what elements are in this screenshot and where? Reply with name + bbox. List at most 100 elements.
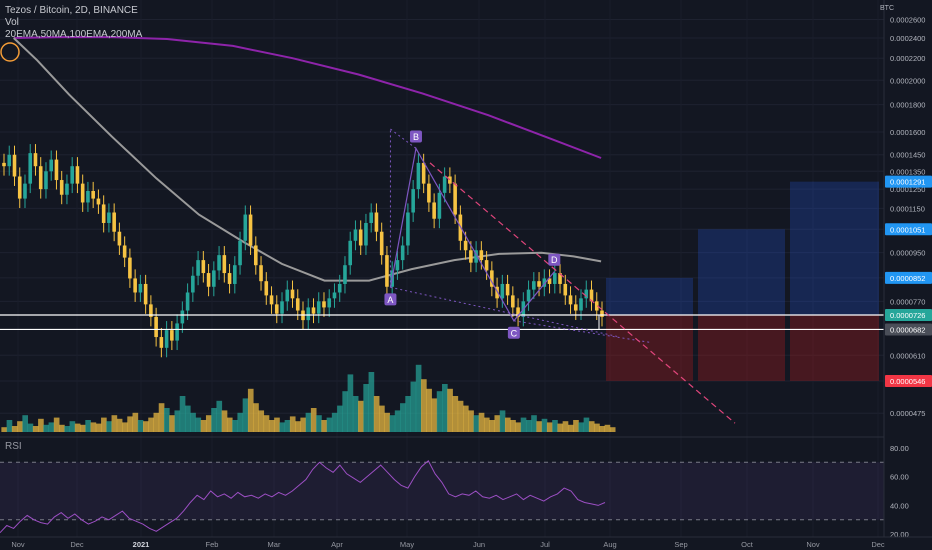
- volume-bar: [588, 421, 595, 432]
- volume-bar: [211, 408, 217, 432]
- volume-bar: [599, 426, 606, 432]
- candle-body: [17, 176, 22, 199]
- candle-body: [70, 166, 74, 184]
- candle-body: [201, 260, 206, 274]
- volume-bar: [169, 415, 175, 432]
- candle-body: [28, 153, 33, 184]
- pattern-point-b-label: B: [413, 132, 419, 142]
- candle-body: [128, 257, 132, 279]
- horizontal-levels[interactable]: [0, 314, 884, 331]
- volume-bar: [184, 405, 191, 432]
- ma-legend[interactable]: 20EMA,50MA,100EMA,200MA: [5, 29, 143, 40]
- moving-averages: [0, 36, 602, 282]
- volume-legend[interactable]: Vol: [5, 17, 19, 28]
- price-tick-label: 0.0002400: [890, 34, 925, 43]
- volume-bar: [195, 417, 202, 432]
- candle-body: [385, 255, 389, 287]
- price-label-tag: [885, 223, 932, 236]
- price-tick-label: 0.0002000: [890, 76, 925, 85]
- volume-bar: [352, 396, 359, 432]
- volume-bar: [200, 420, 207, 432]
- volume-bar: [536, 421, 543, 432]
- candle-body: [322, 301, 326, 308]
- volume-bar: [515, 422, 522, 432]
- candle-body: [537, 281, 541, 287]
- candle-body: [563, 283, 568, 296]
- candle-body: [170, 330, 174, 341]
- volume-bar: [95, 423, 102, 432]
- target-zone: [698, 229, 785, 315]
- price-tick-label: 0.0001150: [890, 204, 925, 213]
- volume-bar: [452, 396, 459, 432]
- candle-body: [269, 295, 274, 305]
- price-tick-label: 0.0000950: [890, 249, 925, 258]
- price-label-text: 0.0001051: [890, 225, 925, 234]
- volume-bar: [85, 420, 91, 432]
- volume-bar: [216, 400, 223, 432]
- candle-body: [484, 260, 489, 271]
- volume-bar: [504, 417, 511, 432]
- candle-body: [185, 292, 190, 311]
- volume-bar: [426, 388, 432, 432]
- volume-bar: [331, 412, 338, 432]
- volume-bar: [384, 412, 390, 432]
- candle-body: [154, 316, 158, 338]
- candle-body: [49, 159, 54, 172]
- drawings[interactable]: A B C D: [384, 128, 736, 424]
- volume-bar: [394, 410, 401, 432]
- candle-body: [122, 245, 127, 258]
- price-tick-label: 0.0000610: [890, 351, 925, 360]
- volume-bar: [17, 421, 23, 432]
- rsi-pane: [0, 436, 884, 534]
- volume-bar: [468, 410, 474, 432]
- candle-body: [274, 304, 279, 314]
- price-tick-label: 0.0001350: [890, 167, 925, 176]
- candle-body: [233, 265, 237, 284]
- volume-bar: [158, 403, 165, 432]
- volume-bar: [111, 415, 118, 432]
- candle-body: [558, 273, 562, 284]
- candle-body: [552, 273, 557, 284]
- volume-bar: [442, 384, 448, 432]
- candle-body: [7, 154, 12, 167]
- price-label-text: 0.0000852: [890, 274, 925, 283]
- candle-body: [101, 204, 106, 223]
- volume-bar: [22, 415, 29, 432]
- candle-body: [259, 265, 263, 282]
- volume-bar: [258, 410, 265, 432]
- volume-bar: [53, 417, 60, 432]
- stop-zone: [606, 314, 693, 381]
- volume-bar: [583, 417, 590, 432]
- volume-bar: [74, 423, 81, 432]
- candle-body: [180, 310, 185, 324]
- candle-body: [248, 214, 253, 246]
- volume-bar: [300, 417, 307, 432]
- volume-bar: [127, 416, 133, 432]
- volume-bar: [27, 423, 34, 432]
- candle-body: [133, 278, 137, 293]
- volume-bar: [242, 398, 249, 432]
- volume-bar: [38, 418, 44, 432]
- candle-body: [316, 301, 321, 314]
- pattern-point-c-marker: [507, 326, 520, 339]
- volume-bar: [400, 403, 406, 432]
- candle-body: [526, 289, 531, 302]
- volume-bar: [510, 420, 516, 432]
- candle-body: [206, 273, 211, 287]
- volume-bar: [274, 417, 280, 432]
- candle-body: [353, 229, 358, 241]
- candle-body: [369, 212, 373, 223]
- symbol-legend[interactable]: Tezos / Bitcoin, 2D, BINANCE: [5, 5, 138, 16]
- volume-bar: [268, 420, 275, 432]
- time-tick-label: Feb: [206, 540, 219, 549]
- volume-bar: [69, 421, 76, 432]
- rsi-legend[interactable]: RSI: [5, 441, 22, 452]
- volume-bar: [205, 415, 212, 432]
- candle-body: [421, 162, 426, 184]
- candle-body: [584, 289, 589, 299]
- candle-body: [149, 304, 153, 317]
- candle-body: [395, 260, 400, 271]
- pattern-point-a-label: A: [387, 295, 393, 305]
- price-tick-label: 0.0001600: [890, 128, 925, 137]
